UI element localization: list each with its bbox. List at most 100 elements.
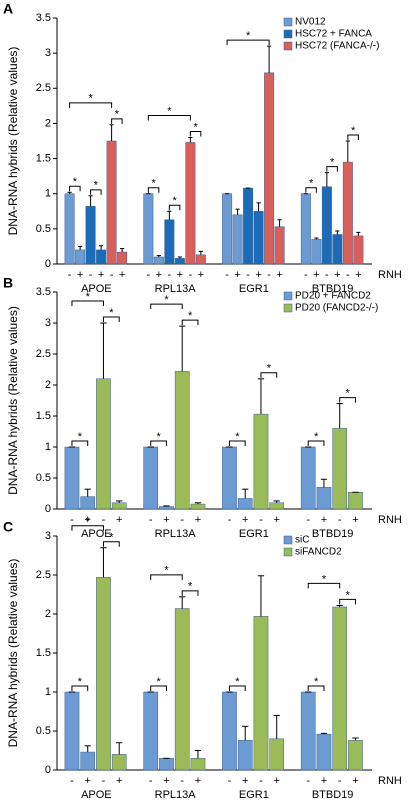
treatment-label: - (228, 775, 232, 787)
category-label: BTBD19 (312, 789, 354, 800)
significance-label: * (314, 676, 319, 688)
significance-label: * (167, 105, 172, 117)
treatment-label: + (352, 775, 358, 787)
bar (253, 211, 264, 265)
treatment-label: - (180, 514, 184, 526)
treatment-label: + (84, 775, 90, 787)
bar (159, 506, 174, 510)
bar (96, 577, 111, 771)
bar (332, 428, 348, 510)
treatment-label: + (198, 269, 204, 281)
treatment-label: - (225, 269, 229, 281)
y-tick-label: 0.5 (36, 725, 51, 737)
bar (174, 258, 185, 265)
significance-bracket (102, 316, 120, 322)
treatment-axis-label: RNH (378, 269, 402, 281)
y-tick-label: 0.5 (36, 472, 51, 484)
bar (143, 193, 154, 265)
treatment-label: + (234, 269, 240, 281)
significance-bracket (307, 582, 341, 589)
significance-bracket (147, 187, 160, 193)
y-tick-label: 3 (45, 317, 51, 329)
significance-label: * (322, 573, 327, 585)
y-tick-label: 1.5 (36, 410, 51, 422)
bar (64, 193, 75, 265)
y-tick-label: 1.5 (36, 152, 51, 164)
legend-label: siFANCD2 (295, 547, 342, 558)
significance-label: * (88, 93, 93, 105)
treatment-label: + (163, 514, 169, 526)
bar (190, 758, 206, 771)
bar (332, 234, 343, 265)
significance-label: * (73, 176, 78, 188)
treatment-label: - (147, 269, 151, 281)
significance-bracket (71, 300, 104, 306)
y-tick-label: 3 (45, 47, 51, 59)
treatment-label: - (259, 775, 263, 787)
treatment-label: + (242, 775, 248, 787)
bar (269, 502, 285, 510)
category-label: BTBD19 (312, 528, 354, 540)
category-label: EGR1 (239, 789, 269, 800)
significance-label: * (314, 431, 319, 443)
category-label: APOE (81, 789, 112, 800)
y-tick-label: 2 (45, 117, 51, 129)
bar (321, 186, 332, 265)
treatment-label: - (149, 775, 153, 787)
bar (80, 751, 96, 771)
significance-bracket (339, 397, 356, 403)
significance-label: * (345, 589, 350, 601)
significance-bracket (71, 525, 104, 531)
legend-label: HSC72 + FANCA (295, 29, 372, 40)
bar (174, 371, 190, 510)
significance-label: * (235, 431, 240, 443)
bar (274, 226, 285, 265)
y-tick-label: 1 (45, 686, 51, 698)
treatment-label: - (267, 269, 271, 281)
treatment-label: - (325, 269, 329, 281)
legend-label: PD20 + FANCD2 (295, 291, 371, 302)
bar (185, 142, 196, 265)
treatment-label: - (102, 514, 106, 526)
treatment-label: - (70, 775, 74, 787)
significance-bracket (181, 319, 199, 326)
category-label: APOE (81, 528, 112, 540)
treatment-label: - (246, 269, 250, 281)
treatment-label: - (189, 269, 193, 281)
bar (96, 249, 107, 265)
bar (222, 446, 237, 510)
treatment-label: + (84, 514, 90, 526)
legend-swatch (283, 547, 293, 557)
significance-bracket (307, 440, 325, 446)
bar (316, 733, 332, 771)
treatment-label: - (228, 514, 232, 526)
legend-swatch (283, 291, 293, 301)
legend-label: PD20 (FANCD2-/-) (295, 303, 378, 314)
category-label: BTBD19 (312, 283, 354, 295)
bar (269, 738, 285, 771)
significance-bracket (111, 118, 123, 124)
treatment-label: - (180, 775, 184, 787)
treatment-label: + (116, 775, 122, 787)
y-tick-label: 2 (45, 379, 51, 391)
treatment-axis-label: RNH (378, 775, 402, 787)
treatment-label: - (306, 514, 310, 526)
significance-bracket (150, 440, 167, 446)
y-tick-label: 3.5 (36, 12, 51, 24)
significance-bracket (69, 185, 81, 192)
y-tick-label: 1.5 (36, 647, 51, 659)
bar (159, 758, 174, 771)
treatment-label: + (255, 269, 261, 281)
bar (143, 446, 159, 510)
significance-bracket (150, 303, 183, 310)
treatment-label: - (304, 269, 308, 281)
category-label: EGR1 (239, 528, 269, 540)
bar (64, 691, 80, 771)
bar (153, 256, 164, 265)
significance-label: * (351, 125, 356, 137)
significance-bracket (71, 685, 89, 691)
significance-label: * (86, 516, 91, 528)
significance-bracket (90, 189, 102, 195)
treatment-label: + (313, 269, 319, 281)
